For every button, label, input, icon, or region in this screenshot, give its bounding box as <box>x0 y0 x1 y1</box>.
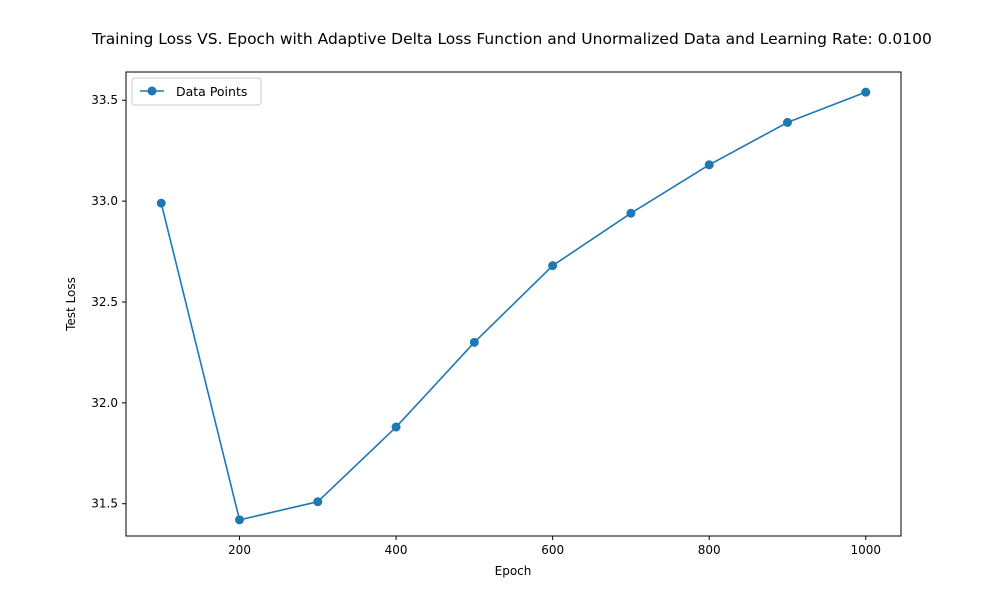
y-axis-label: Test Loss <box>64 277 78 332</box>
y-tick-label: 32.5 <box>91 295 118 309</box>
chart-title: Training Loss VS. Epoch with Adaptive De… <box>91 30 932 48</box>
x-tick-label: 400 <box>385 543 408 557</box>
x-tick-label: 800 <box>698 543 721 557</box>
y-axis: 31.5 32.0 32.5 33.0 33.5 <box>91 93 126 510</box>
x-tick-label: 600 <box>541 543 564 557</box>
y-tick-label: 33.5 <box>91 93 118 107</box>
legend-label: Data Points <box>176 84 247 99</box>
data-point <box>705 160 714 169</box>
data-point <box>861 88 870 97</box>
y-tick-label: 32.0 <box>91 396 118 410</box>
y-tick-label: 33.0 <box>91 194 118 208</box>
x-tick-label: 1000 <box>850 543 881 557</box>
series-line <box>161 92 866 520</box>
x-axis: 200 400 600 800 1000 <box>228 536 881 557</box>
data-point <box>783 118 792 127</box>
data-point <box>548 261 557 270</box>
data-point <box>392 423 401 432</box>
legend: Data Points <box>132 78 261 105</box>
data-point <box>157 199 166 208</box>
legend-point-marker <box>148 87 157 96</box>
x-tick-label: 200 <box>228 543 251 557</box>
data-point <box>235 515 244 524</box>
x-axis-label: Epoch <box>495 564 532 578</box>
y-tick-label: 31.5 <box>91 497 118 511</box>
plot-area <box>157 88 871 525</box>
data-point <box>626 209 635 218</box>
data-point <box>313 497 322 506</box>
data-point <box>470 338 479 347</box>
